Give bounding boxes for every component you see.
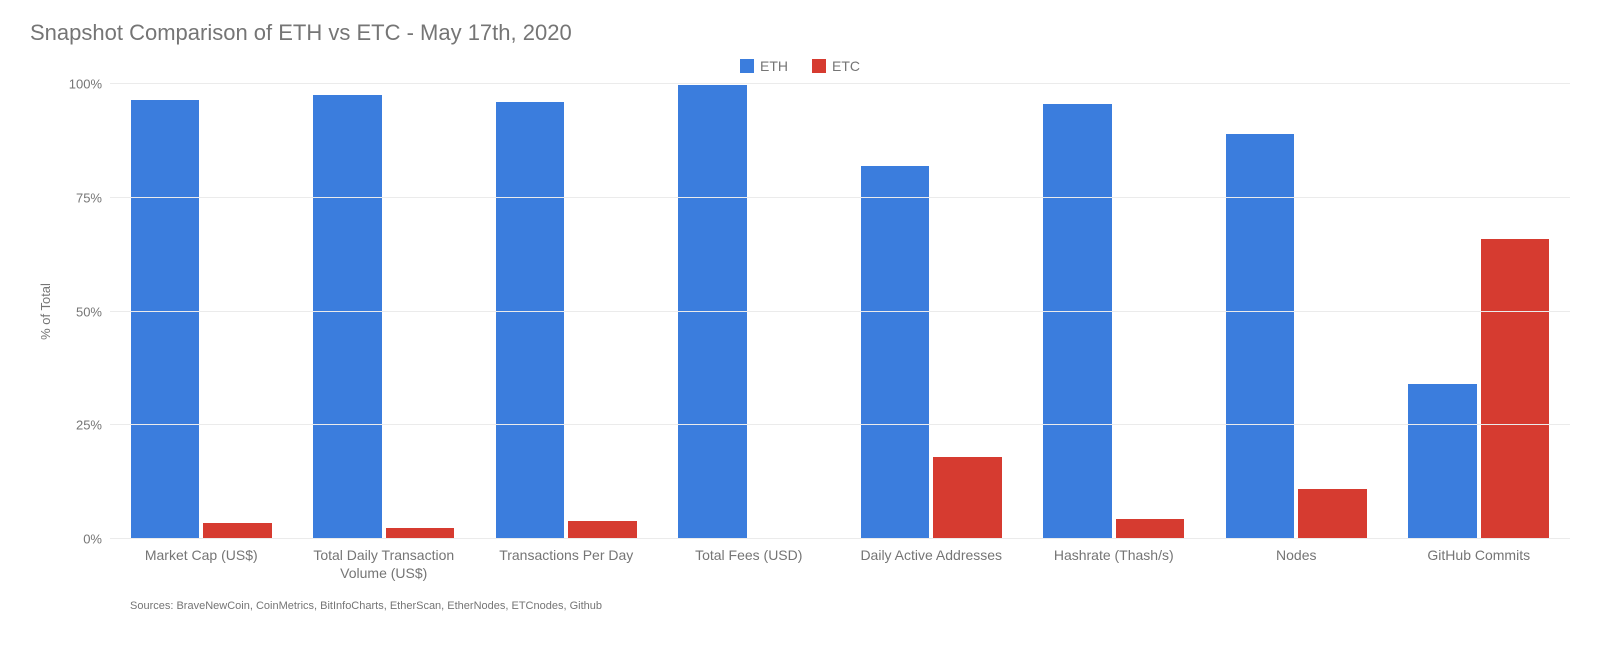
plot-area [110, 84, 1570, 539]
legend-item-eth: ETH [740, 58, 788, 74]
bar-eth [313, 95, 381, 539]
bar-group [475, 84, 658, 539]
bar-eth [131, 100, 199, 539]
x-axis-label: Market Cap (US$) [110, 547, 293, 582]
gridline [110, 424, 1570, 425]
bar-group [110, 84, 293, 539]
y-axis-label: % of Total [38, 283, 53, 340]
bar-eth [1226, 134, 1294, 539]
bar-etc [933, 457, 1001, 539]
gridline [110, 311, 1570, 312]
gridline [110, 538, 1570, 539]
bar-eth [678, 85, 746, 539]
y-axis-ticks: 0%25%50%75%100% [60, 84, 110, 539]
bar-group [293, 84, 476, 539]
legend-item-etc: ETC [812, 58, 860, 74]
bar-eth [861, 166, 929, 539]
y-tick: 50% [76, 304, 102, 319]
x-axis-label: GitHub Commits [1388, 547, 1571, 582]
legend-label: ETC [832, 58, 860, 74]
bar-group [658, 84, 841, 539]
bar-eth [1043, 104, 1111, 539]
bar-etc [1298, 489, 1366, 539]
y-tick: 25% [76, 418, 102, 433]
y-tick: 0% [83, 532, 102, 547]
bar-group [840, 84, 1023, 539]
x-axis-label: Nodes [1205, 547, 1388, 582]
legend-label: ETH [760, 58, 788, 74]
x-axis-label: Hashrate (Thash/s) [1023, 547, 1206, 582]
x-axis-labels: Market Cap (US$)Total Daily Transaction … [110, 547, 1570, 582]
bar-etc [203, 523, 271, 539]
x-axis-label: Daily Active Addresses [840, 547, 1023, 582]
x-axis-label: Transactions Per Day [475, 547, 658, 582]
gridline [110, 83, 1570, 84]
gridline [110, 197, 1570, 198]
chart-legend: ETH ETC [30, 58, 1570, 74]
bar-etc [1116, 519, 1184, 539]
x-axis-label: Total Daily Transaction Volume (US$) [293, 547, 476, 582]
bar-eth [1408, 384, 1476, 539]
legend-swatch [812, 59, 826, 73]
bar-etc [568, 521, 636, 539]
legend-swatch [740, 59, 754, 73]
bar-groups [110, 84, 1570, 539]
y-tick: 100% [69, 77, 102, 92]
x-axis-label: Total Fees (USD) [658, 547, 841, 582]
sources-text: Sources: BraveNewCoin, CoinMetrics, BitI… [130, 600, 1570, 612]
bar-group [1023, 84, 1206, 539]
bar-eth [496, 102, 564, 539]
y-axis-label-wrap: % of Total [30, 84, 60, 539]
chart-title: Snapshot Comparison of ETH vs ETC - May … [30, 20, 1570, 46]
bar-group [1205, 84, 1388, 539]
chart-area: % of Total 0%25%50%75%100% [30, 84, 1570, 539]
y-tick: 75% [76, 190, 102, 205]
bar-group [1388, 84, 1571, 539]
bar-etc [1481, 239, 1549, 539]
